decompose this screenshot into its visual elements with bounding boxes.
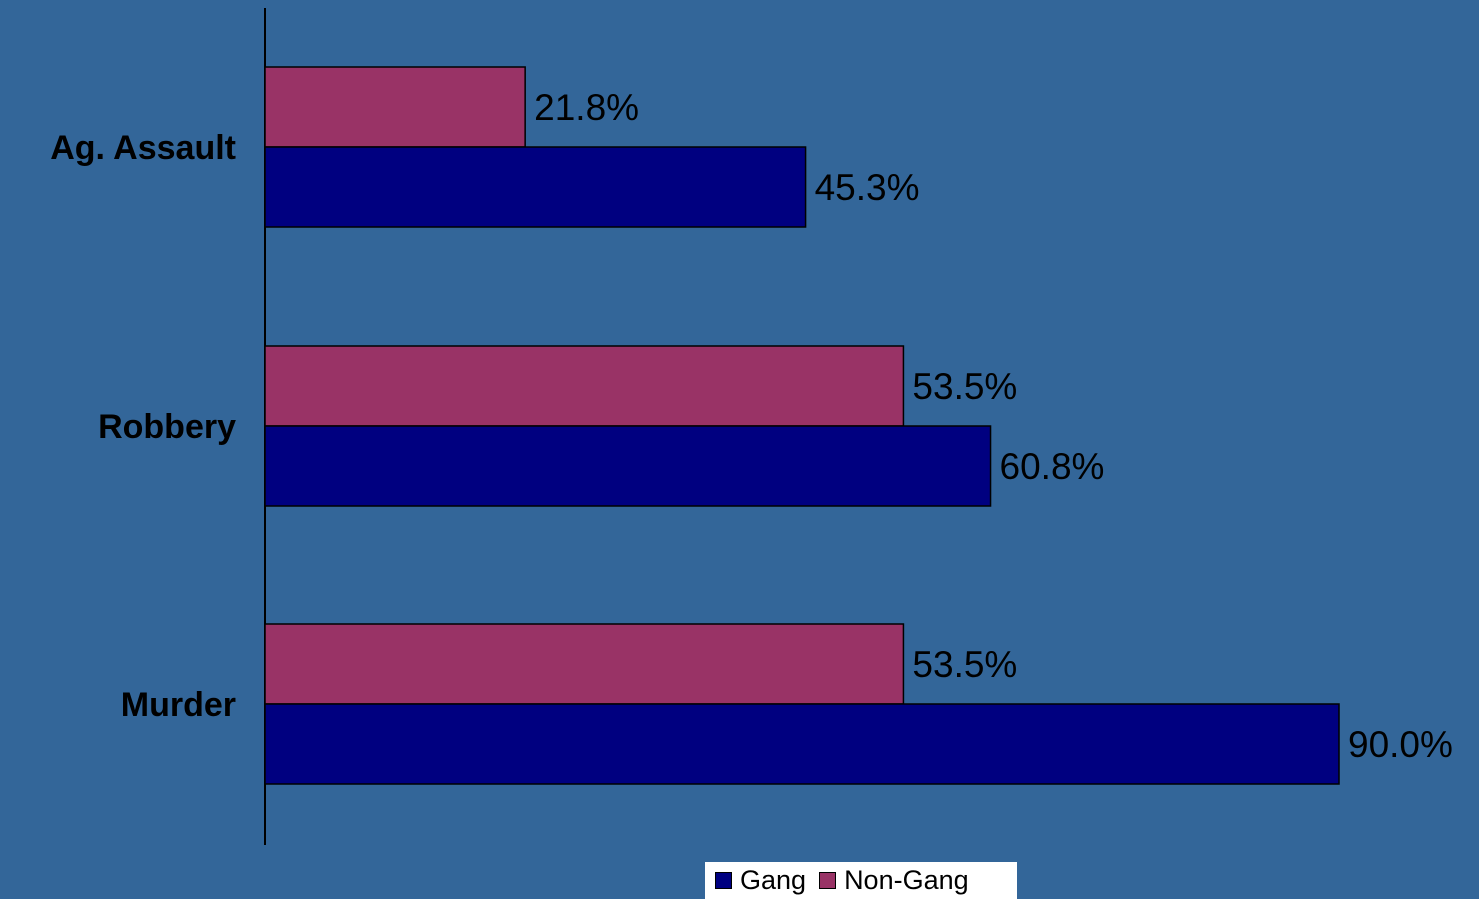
bar-non-gang-robbery	[264, 345, 905, 427]
data-label-non-gang-robbery: 53.5%	[912, 366, 1017, 407]
category-label-ag-assault: Ag. Assault	[50, 129, 236, 167]
legend-label-gang: Gang	[740, 865, 807, 895]
bar-non-gang-murder	[264, 623, 905, 705]
data-label-gang-murder: 90.0%	[1348, 724, 1453, 765]
data-label-gang-ag-assault: 45.3%	[815, 167, 920, 208]
category-label-murder: Murder	[121, 686, 236, 724]
legend: Gang Non-Gang	[705, 862, 1017, 899]
legend-swatch-non-gang	[819, 872, 837, 889]
bar-non-gang-ag-assault	[264, 66, 526, 148]
legend-item-non-gang: Non-Gang	[819, 865, 969, 896]
category-label-robbery: Robbery	[98, 408, 236, 446]
data-label-non-gang-ag-assault: 21.8%	[534, 87, 639, 128]
data-label-gang-robbery: 60.8%	[1000, 446, 1105, 487]
data-label-non-gang-murder: 53.5%	[912, 644, 1017, 685]
bar-gang-ag-assault	[264, 146, 807, 228]
bar-gang-robbery	[264, 425, 992, 507]
legend-label-non-gang: Non-Gang	[844, 865, 969, 895]
bar-gang-murder	[264, 703, 1340, 785]
legend-swatch-gang	[715, 872, 732, 889]
legend-item-gang: Gang	[715, 865, 806, 896]
